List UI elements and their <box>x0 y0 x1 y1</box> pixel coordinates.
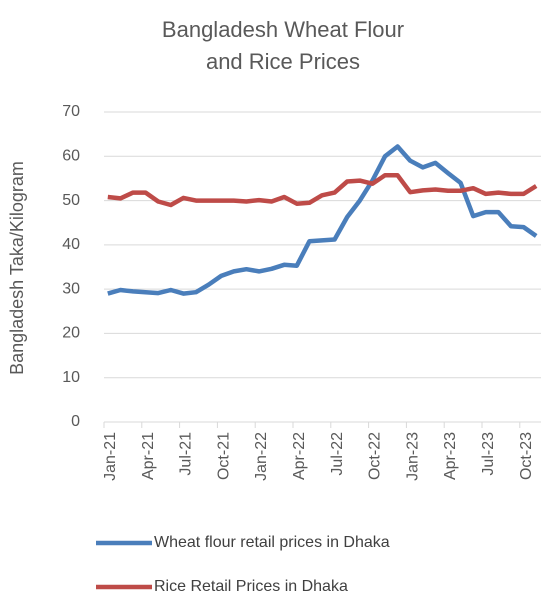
x-tick-label: Oct-23 <box>518 432 535 480</box>
series-line <box>107 173 538 208</box>
x-tick-label: Jul-21 <box>178 432 195 476</box>
x-tick-label: Apr-23 <box>442 432 459 480</box>
x-tick-label: Oct-22 <box>367 432 384 480</box>
legend-label: Rice Retail Prices in Dhaka <box>154 578 348 595</box>
chart-title: Bangladesh Wheat Flour <box>162 17 404 42</box>
y-tick-label: 20 <box>62 325 80 342</box>
x-tick-label: Jul-22 <box>329 432 346 476</box>
chart-title: and Rice Prices <box>206 49 360 74</box>
y-tick-label: 30 <box>62 280 80 297</box>
legend-label: Wheat flour retail prices in Dhaka <box>154 534 390 551</box>
y-tick-label: 60 <box>62 148 80 165</box>
x-tick-label: Jan-22 <box>253 432 270 481</box>
y-tick-label: 10 <box>62 369 80 386</box>
y-tick-label: 40 <box>62 236 80 253</box>
x-tick-label: Jan-23 <box>404 432 421 481</box>
x-tick-label: Oct-21 <box>215 432 232 480</box>
y-tick-label: 70 <box>62 103 80 120</box>
series-line <box>107 144 538 296</box>
y-axis-label: Bangladesh Taka/Kilogram <box>7 161 27 375</box>
y-tick-label: 0 <box>71 413 80 430</box>
y-tick-label: 50 <box>62 192 80 209</box>
x-tick-label: Apr-22 <box>291 432 308 480</box>
x-tick-label: Jan-21 <box>102 432 119 481</box>
x-tick-label: Jul-23 <box>480 432 497 476</box>
x-tick-label: Apr-21 <box>140 432 157 480</box>
